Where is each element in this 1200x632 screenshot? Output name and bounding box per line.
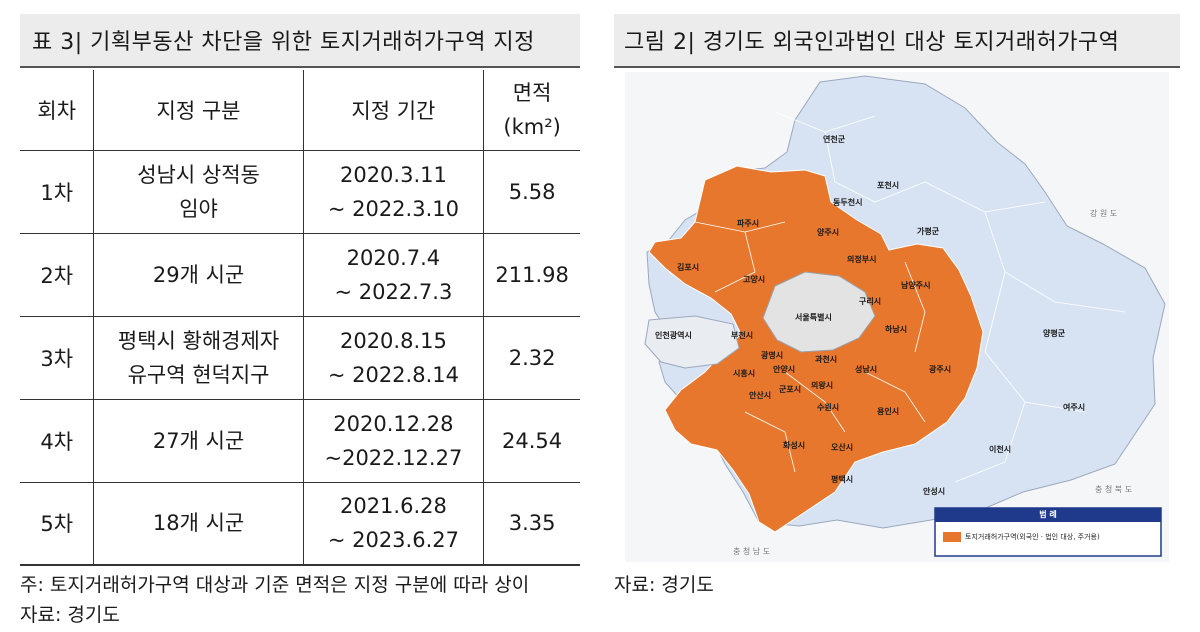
figure-source: 자료: 경기도 — [614, 574, 714, 596]
cell-area-line: 29개 시군 — [152, 262, 245, 287]
cell-round: 3차 — [20, 316, 95, 400]
city-label: 남양주시 — [901, 281, 931, 290]
city-label: 동두천시 — [833, 198, 863, 207]
city-label: 의왕시 — [811, 381, 834, 390]
cell-period: 2020.12.28 ~2022.12.27 — [303, 399, 485, 483]
table-note: 주: 토지거래허가구역 대상과 기준 면적은 지정 구분에 따라 상이 — [20, 574, 530, 596]
city-label: 고양시 — [743, 275, 766, 284]
cell-size: 24.54 — [483, 399, 580, 483]
cell-period: 2020.8.15 ~ 2022.8.14 — [303, 316, 485, 400]
cell-size: 211.98 — [483, 233, 580, 317]
legend-item: 토지거래허가구역(외국인 · 법인 대상, 주거용) — [965, 533, 1100, 541]
city-label: 가평군 — [917, 227, 940, 236]
cell-size: 3.35 — [483, 482, 580, 566]
city-label: 양주시 — [817, 228, 840, 237]
city-label: 하남시 — [885, 325, 908, 334]
region-label: 충 청 남 도 — [733, 547, 771, 556]
gyeonggi-map: 강 원 도 충 청 북 도 충 청 남 도 인천광역시 서울특별시 연천군 포천… — [625, 72, 1169, 562]
cell-area-line: 임야 — [179, 196, 218, 221]
cell-round: 2차 — [20, 233, 95, 317]
table-source: 자료: 경기도 — [20, 604, 120, 626]
cell-area-line: 성남시 상적동 — [137, 162, 260, 187]
header-area: 지정 구분 — [93, 70, 304, 151]
city-label: 광명시 — [761, 351, 784, 360]
cell-area-line: 18개 시군 — [152, 511, 245, 536]
incheon-region — [644, 315, 740, 369]
region-label: 강 원 도 — [1090, 209, 1118, 218]
figure-title: 그림 2| 경기도 외국인과법인 대상 토지거래허가구역 — [614, 14, 1180, 68]
cell-period-start: 2020.3.11 — [339, 162, 447, 187]
cell-period-start: 2021.6.28 — [339, 494, 447, 519]
city-label: 평택시 — [831, 475, 854, 484]
city-label: 용인시 — [877, 407, 900, 416]
header-size: 면적 (km²) — [483, 70, 580, 151]
region-label: 충 청 북 도 — [1095, 485, 1133, 494]
city-label: 시흥시 — [733, 369, 756, 378]
cell-size: 2.32 — [483, 316, 580, 400]
city-label: 김포시 — [677, 263, 700, 272]
city-label: 안산시 — [749, 391, 772, 400]
cell-round: 4차 — [20, 399, 95, 483]
city-label: 여주시 — [1063, 403, 1086, 412]
table-title: 표 3| 기획부동산 차단을 위한 토지거래허가구역 지정 — [20, 14, 580, 68]
table-row: 5차 18개 시군 2021.6.28 ~ 2023.6.27 3.35 — [20, 482, 580, 566]
city-label: 연천군 — [823, 135, 846, 144]
cell-period: 2020.3.11 ~ 2022.3.10 — [303, 150, 485, 234]
district-boundaries — [694, 111, 1126, 483]
city-label: 구리시 — [859, 297, 882, 306]
cell-period-start: 2020.8.15 — [339, 328, 447, 353]
header-size-unit: (km²) — [503, 114, 561, 139]
cell-period-end: ~ 2022.7.3 — [334, 279, 453, 304]
header-round: 회차 — [20, 70, 95, 151]
table-header-row: 회차 지정 구분 지정 기간 면적 (km²) — [20, 70, 580, 151]
seoul-region — [762, 271, 876, 353]
cell-period-start: 2020.12.28 — [333, 411, 454, 436]
city-label: 오산시 — [831, 443, 854, 452]
cell-size: 5.58 — [483, 150, 580, 234]
cell-area: 27개 시군 — [93, 399, 304, 483]
cell-period-end: ~ 2022.8.14 — [327, 362, 459, 387]
city-label: 수원시 — [817, 403, 840, 412]
city-label: 광주시 — [929, 365, 952, 374]
city-label: 안양시 — [773, 365, 796, 374]
cell-area-line: 27개 시군 — [152, 428, 245, 453]
city-label: 화성시 — [783, 441, 806, 450]
cell-period-end: ~ 2022.3.10 — [327, 196, 459, 221]
cell-period-end: ~2022.12.27 — [324, 445, 463, 470]
cell-area: 29개 시군 — [93, 233, 304, 317]
map-legend — [934, 507, 1162, 557]
city-label: 파주시 — [737, 219, 760, 228]
cell-area: 18개 시군 — [93, 482, 304, 566]
city-label: 안성시 — [923, 487, 946, 496]
city-label: 의정부시 — [847, 255, 877, 264]
city-label: 이천시 — [989, 445, 1012, 454]
map-svg — [644, 75, 1166, 557]
cell-period: 2020.7.4 ~ 2022.7.3 — [303, 233, 485, 317]
region-label: 서울특별시 — [795, 313, 832, 322]
cell-round: 5차 — [20, 482, 95, 566]
cell-period-start: 2020.7.4 — [346, 245, 441, 270]
city-label: 양평군 — [1043, 329, 1066, 338]
header-size-label: 면적 — [512, 80, 552, 105]
table-row: 4차 27개 시군 2020.12.28 ~2022.12.27 24.54 — [20, 399, 580, 483]
city-label: 부천시 — [731, 331, 754, 340]
legend-title: 범 례 — [1039, 510, 1057, 519]
header-period: 지정 기간 — [303, 70, 485, 151]
city-label: 포천시 — [877, 181, 900, 190]
region-label: 인천광역시 — [655, 331, 692, 340]
city-label: 군포시 — [779, 385, 802, 394]
cell-period-end: ~ 2023.6.27 — [327, 528, 459, 553]
city-label: 성남시 — [855, 365, 878, 374]
table-row: 2차 29개 시군 2020.7.4 ~ 2022.7.3 211.98 — [20, 233, 580, 317]
cell-round: 1차 — [20, 150, 95, 234]
cell-area-line: 평택시 황해경제자 — [117, 328, 280, 353]
city-label: 과천시 — [815, 355, 838, 364]
cell-period: 2021.6.28 ~ 2023.6.27 — [303, 482, 485, 566]
cell-area-line: 유구역 현덕지구 — [127, 362, 270, 387]
